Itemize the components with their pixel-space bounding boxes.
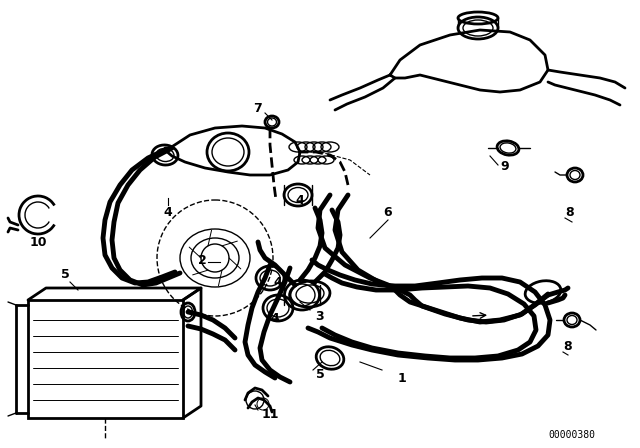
Text: 9: 9 <box>500 160 509 173</box>
Text: 4: 4 <box>164 206 172 219</box>
Text: 7: 7 <box>253 102 262 115</box>
Text: 8: 8 <box>566 206 574 219</box>
Text: 11: 11 <box>261 409 279 422</box>
Text: 3: 3 <box>316 310 324 323</box>
Text: 5: 5 <box>61 268 69 281</box>
Text: 10: 10 <box>29 236 47 249</box>
Text: 4: 4 <box>274 276 282 289</box>
Text: 00000380: 00000380 <box>548 430 595 440</box>
Text: 2: 2 <box>198 254 206 267</box>
Text: 5: 5 <box>316 367 324 380</box>
Text: 6: 6 <box>384 206 392 219</box>
Text: 4: 4 <box>271 311 280 324</box>
Text: 1: 1 <box>397 371 406 384</box>
Bar <box>28 300 183 418</box>
Text: 8: 8 <box>564 340 572 353</box>
Text: 4: 4 <box>296 194 305 207</box>
